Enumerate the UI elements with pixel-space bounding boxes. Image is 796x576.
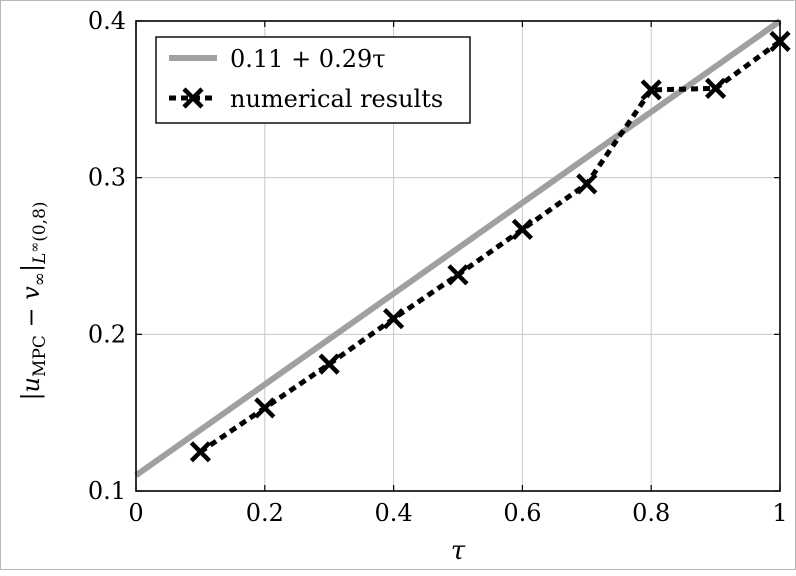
axis-ticks: 0 0.2 0.4 0.6 0.8 1 0.1 0.2 0.3 0.4 bbox=[88, 7, 788, 527]
data-point-x-marker bbox=[383, 308, 405, 330]
y-label-inf-subscript: ∞ bbox=[30, 272, 50, 286]
legend-label-numerical: numerical results bbox=[230, 85, 443, 113]
x-tick-label: 0 bbox=[128, 499, 143, 527]
y-tick-label: 0.4 bbox=[88, 7, 126, 35]
y-label-bar-right: | bbox=[17, 264, 46, 272]
x-tick-label: 0.6 bbox=[503, 499, 541, 527]
y-tick-label: 0.2 bbox=[88, 320, 126, 348]
plot-series bbox=[134, 18, 791, 478]
data-point-x-marker bbox=[511, 218, 533, 240]
y-axis-label-text: |uMPC − v∞|L∞(0,8) bbox=[17, 201, 50, 400]
data-point-x-marker bbox=[318, 353, 340, 375]
legend: 0.11 + 0.29τ numerical results bbox=[155, 36, 471, 124]
data-point-x-marker bbox=[189, 441, 211, 463]
y-label-bar-left: | bbox=[17, 392, 46, 400]
x-tick-label: 0.4 bbox=[375, 499, 413, 527]
y-tick-label: 0.1 bbox=[88, 477, 126, 505]
y-tick-label: 0.3 bbox=[88, 164, 126, 192]
y-label-minus: − bbox=[17, 300, 45, 335]
plot-area-border bbox=[135, 20, 781, 492]
legend-box bbox=[155, 36, 471, 124]
y-label-space-sup: ∞ bbox=[28, 242, 43, 253]
legend-label-fit-line: 0.11 + 0.29τ bbox=[230, 45, 386, 73]
y-axis-label: |uMPC − v∞|L∞(0,8) bbox=[17, 201, 50, 400]
x-tick-label: 0.8 bbox=[632, 499, 670, 527]
data-point-x-marker bbox=[254, 397, 276, 419]
series-line-fit bbox=[134, 18, 782, 478]
x-tick-label: 0.2 bbox=[246, 499, 284, 527]
data-point-x-marker bbox=[447, 264, 469, 286]
legend-marker-x-icon bbox=[182, 87, 204, 109]
y-label-interval: (0,8) bbox=[30, 201, 50, 241]
y-label-v: v bbox=[17, 286, 45, 300]
x-axis-label: τ bbox=[451, 536, 466, 566]
y-label-space-L: L bbox=[30, 253, 50, 265]
data-point-x-marker bbox=[576, 173, 598, 195]
y-label-mpc-subscript: MPC bbox=[30, 335, 50, 377]
series-line-numerical bbox=[198, 39, 782, 454]
data-point-x-marker bbox=[640, 79, 662, 101]
x-tick-label: 1 bbox=[772, 499, 787, 527]
data-point-x-marker bbox=[705, 77, 727, 99]
y-label-u: u bbox=[17, 377, 45, 392]
